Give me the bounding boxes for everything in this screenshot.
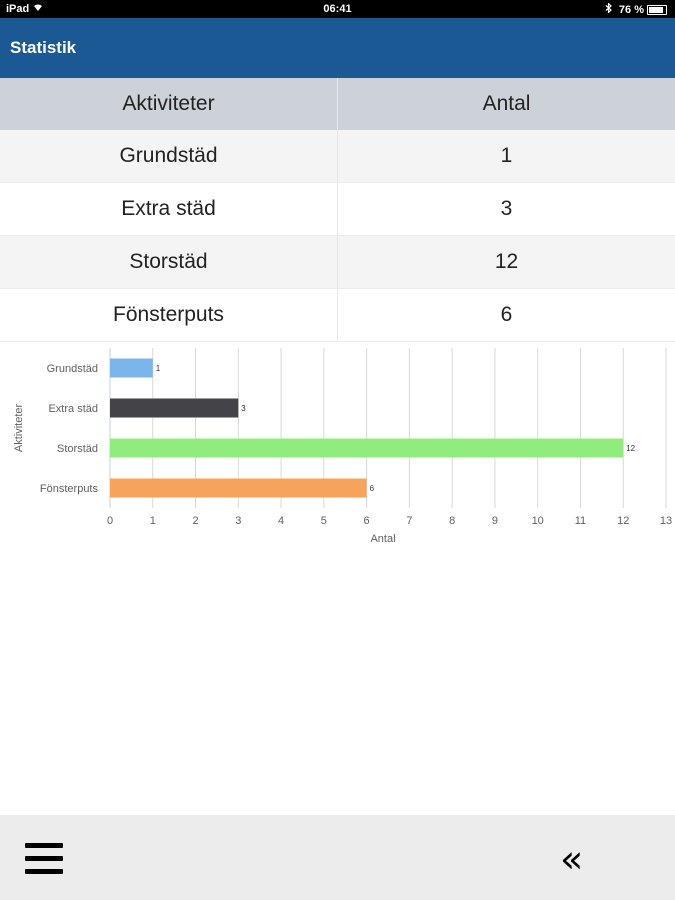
bluetooth-icon [605, 2, 615, 16]
category-label: Extra städ [48, 403, 98, 415]
x-tick-label: 7 [406, 515, 412, 527]
data-label: 1 [156, 364, 161, 373]
activity-cell: Fönsterputs [0, 288, 338, 342]
statistics-table: Aktiviteter Antal Grundstäd 1 Extra städ… [0, 78, 675, 342]
data-label: 12 [626, 444, 635, 453]
x-tick-label: 6 [364, 515, 370, 527]
category-label: Grundstäd [47, 363, 98, 375]
status-battery: 76 % [605, 2, 667, 16]
page-title: Statistik [10, 38, 77, 57]
x-tick-label: 9 [492, 515, 498, 527]
table-row: Extra städ 3 [0, 182, 675, 236]
bar [110, 398, 239, 418]
count-cell: 1 [337, 130, 675, 183]
column-header-activities: Aktiviteter [0, 78, 338, 130]
bar [110, 478, 367, 498]
x-tick-label: 4 [278, 515, 284, 527]
activity-cell: Extra städ [0, 182, 338, 236]
wifi-icon [33, 3, 43, 15]
count-cell: 6 [337, 288, 675, 342]
x-tick-label: 0 [107, 515, 113, 527]
table-header-row: Aktiviteter Antal [0, 78, 675, 130]
activity-cell: Storstäd [0, 235, 338, 289]
bottom-toolbar: « [0, 815, 675, 900]
table-row: Storstäd 12 [0, 235, 675, 289]
category-label: Storstäd [57, 443, 98, 455]
status-device: iPad [6, 3, 43, 15]
double-chevron-left-icon[interactable]: « [560, 837, 584, 881]
data-label: 6 [370, 484, 375, 493]
x-axis-title: Antal [370, 533, 395, 545]
x-tick-label: 13 [660, 515, 672, 527]
data-label: 3 [241, 404, 246, 413]
x-tick-label: 11 [575, 515, 586, 527]
x-tick-label: 2 [192, 515, 198, 527]
x-tick-label: 10 [532, 515, 544, 527]
status-time: 06:41 [323, 3, 352, 15]
x-tick-label: 12 [617, 515, 629, 527]
table-row: Fönsterputs 6 [0, 288, 675, 342]
count-cell: 3 [337, 182, 675, 236]
count-cell: 12 [337, 235, 675, 289]
app-header: Statistik [0, 18, 675, 78]
table-row: Grundstäd 1 [0, 130, 675, 183]
x-tick-label: 8 [449, 515, 455, 527]
x-tick-label: 5 [321, 515, 327, 527]
hamburger-menu-icon[interactable] [25, 843, 63, 875]
x-tick-label: 1 [150, 515, 156, 527]
y-axis-title: Aktiviteter [13, 404, 25, 453]
category-label: Fönsterputs [40, 483, 99, 495]
x-tick-label: 3 [235, 515, 241, 527]
column-header-count: Antal [337, 78, 675, 130]
bar [110, 358, 153, 378]
bar [110, 438, 624, 458]
status-bar: iPad 06:41 76 % [0, 0, 675, 18]
battery-percent: 76 % [618, 4, 644, 16]
battery-icon [647, 5, 667, 16]
activity-cell: Grundstäd [0, 130, 338, 183]
